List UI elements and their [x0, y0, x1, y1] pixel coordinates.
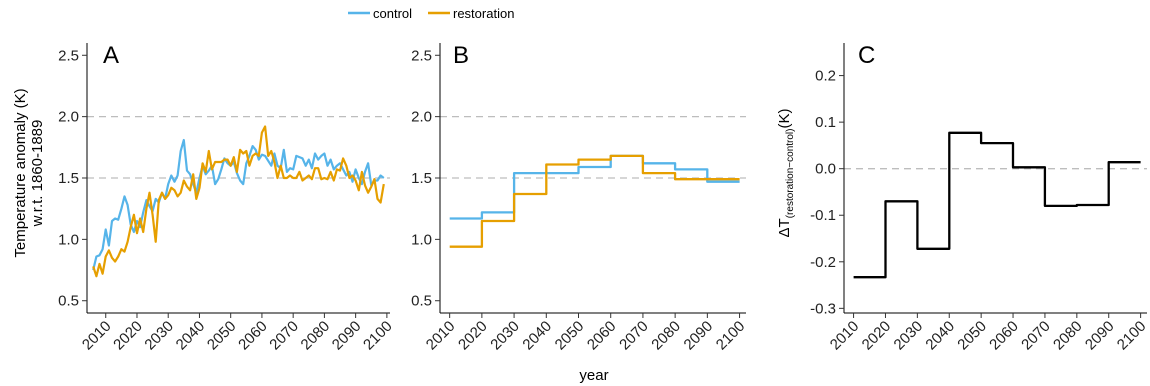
y-tick-label-a-1: 1.0	[58, 231, 79, 248]
x-tick-label-c-4: 2050	[954, 318, 990, 354]
x-tick-label-a-1: 2020	[110, 318, 146, 354]
panel-c: -0.3 -0.2 -0.1 0.0 0.1 0.2 2010202020302040205…	[810, 43, 1149, 353]
x-tick-label-b-6: 2070	[616, 318, 652, 354]
y-axis-label-a-line2: w.r.t. 1860-1889	[29, 120, 46, 228]
panel-letter-c: C	[858, 42, 875, 69]
y-tick-label-a-3: 2.0	[58, 109, 79, 126]
x-tick-label-a-7: 2080	[298, 318, 334, 354]
panel-letter-a: A	[103, 42, 119, 69]
x-tick-label-c-9: 2100	[1114, 318, 1150, 354]
panel-b: 0.51.01.52.02.52010202020302040205020602…	[411, 43, 748, 353]
y-tick-label-c-2: -0.1	[810, 207, 836, 224]
y-tick-label-b-2: 1.5	[411, 170, 432, 187]
y-axis-label-c: ΔT(restoration−control)(K)	[776, 109, 796, 238]
x-tick-label-a-6: 2070	[266, 318, 302, 354]
y-tick-label-b-4: 2.5	[411, 47, 432, 64]
y-tick-label-c-4: 0.1	[815, 114, 836, 131]
legend-label-restoration: restoration	[453, 6, 514, 21]
x-tick-label-b-8: 2090	[681, 318, 717, 354]
x-tick-label-b-0: 2010	[423, 318, 459, 354]
y-axis-label-c-unit: (K)	[776, 109, 793, 129]
x-tick-label-a-0: 2010	[79, 318, 115, 354]
y-tick-label-b-1: 1.0	[411, 231, 432, 248]
x-tick-label-c-0: 2010	[827, 318, 863, 354]
x-tick-label-c-5: 2060	[986, 318, 1022, 354]
x-tick-label-b-4: 2050	[552, 318, 588, 354]
legend: control restoration	[348, 6, 514, 21]
legend-label-control: control	[373, 6, 412, 21]
x-tick-label-b-1: 2020	[455, 318, 491, 354]
panel-letter-b: B	[453, 42, 469, 69]
x-tick-label-c-3: 2040	[922, 318, 958, 354]
series-line-b-control	[449, 154, 740, 220]
y-tick-label-c-3: 0.0	[815, 161, 836, 178]
series-line-b-restoration	[449, 154, 740, 248]
x-tick-label-b-3: 2040	[520, 318, 556, 354]
y-tick-label-a-4: 2.5	[58, 47, 79, 64]
panel-a: 0.51.01.52.02.52010202020302040205020602…	[58, 43, 396, 353]
x-tick-label-c-7: 2080	[1050, 318, 1086, 354]
x-tick-label-b-7: 2080	[648, 318, 684, 354]
x-tick-label-c-8: 2090	[1082, 318, 1118, 354]
y-tick-label-a-2: 1.5	[58, 170, 79, 187]
x-tick-label-b-9: 2100	[713, 318, 749, 354]
y-axis-label-a: Temperature anomaly (K) w.r.t. 1860-1889	[12, 88, 46, 257]
x-tick-label-a-8: 2090	[329, 318, 365, 354]
y-axis-label-a-line1: Temperature anomaly (K)	[12, 88, 29, 257]
x-tick-label-b-5: 2060	[584, 318, 620, 354]
x-axis-label: year	[579, 367, 608, 384]
x-tick-label-a-3: 2040	[173, 318, 209, 354]
y-tick-label-c-1: -0.2	[810, 254, 836, 271]
y-axis-label-c-delta: ΔT	[776, 218, 793, 237]
series-line-a-control	[92, 138, 385, 271]
x-tick-label-c-1: 2020	[859, 318, 895, 354]
x-tick-label-c-2: 2030	[891, 318, 927, 354]
x-tick-label-c-6: 2070	[1018, 318, 1054, 354]
series-line-c-difference	[853, 131, 1141, 279]
y-tick-label-b-3: 2.0	[411, 109, 432, 126]
series-line-a-restoration	[92, 125, 385, 278]
y-tick-label-c-0: -0.3	[810, 300, 836, 317]
y-tick-label-b-0: 0.5	[411, 293, 432, 310]
x-tick-label-a-2: 2030	[141, 318, 177, 354]
x-tick-label-a-9: 2100	[360, 318, 396, 354]
x-tick-label-b-2: 2030	[487, 318, 523, 354]
y-axis-label-c-text: ΔT(restoration−control)(K)	[776, 109, 796, 238]
y-tick-label-c-5: 0.2	[815, 68, 836, 85]
y-axis-label-c-sub: (restoration−control)	[785, 129, 796, 219]
x-tick-label-a-5: 2060	[235, 318, 271, 354]
y-tick-label-a-0: 0.5	[58, 293, 79, 310]
x-tick-label-a-4: 2050	[204, 318, 240, 354]
